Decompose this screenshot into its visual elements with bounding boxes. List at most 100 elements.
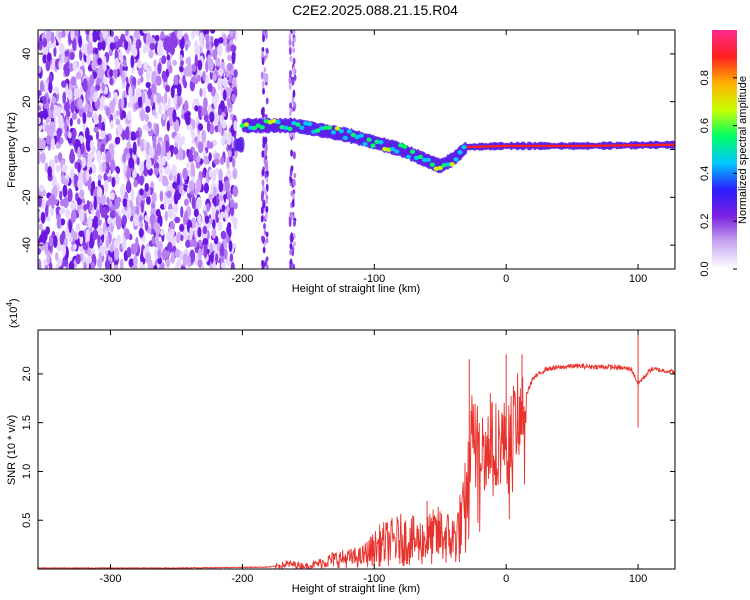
spectrogram-x-tick-label: 100 [629,273,647,285]
noise-blob [62,244,67,257]
noise-blob [292,178,296,187]
noise-blob [38,258,42,269]
noise-blob [226,42,231,53]
noise-blob [138,214,143,223]
noise-blob [208,169,213,178]
noise-blob [89,139,94,151]
noise-blob [165,140,170,153]
noise-blob [104,179,109,193]
ridge-core [338,128,344,134]
noise-blob [82,78,88,89]
noise-blob [93,114,99,125]
noise-blob [136,156,140,166]
noise-blob [154,233,159,247]
noise-blob [83,261,87,269]
noise-blob [161,248,167,261]
noise-blob [70,210,77,223]
noise-blob [194,54,198,67]
noise-blob [219,243,226,258]
noise-blob [109,210,116,219]
noise-blob [209,30,216,34]
noise-blob [210,35,214,43]
noise-blob [100,207,106,216]
ridge-core [342,135,348,141]
ridge-core [366,137,372,142]
noise-blob [289,102,292,110]
noise-blob [220,230,227,240]
noise-blob [62,184,68,198]
noise-blob [203,182,210,194]
noise-blob [166,150,172,161]
figure-title: C2E2.2025.088.21.15.R04 [292,2,458,18]
noise-blob [81,156,86,168]
spectrogram-y-axis-label: Frequency (Hz) [6,112,18,188]
noise-blob [227,222,232,231]
noise-blob [263,55,267,61]
noise-blob [218,168,223,181]
noise-blob [141,92,146,104]
noise-blob [214,152,220,160]
noise-blob [116,166,121,174]
noise-blob [293,37,297,43]
noise-blob [190,162,195,171]
noise-blob [58,208,65,215]
noise-blob [205,59,209,73]
noise-blob [231,51,236,65]
noise-blob [84,102,89,113]
noise-blob [79,234,84,245]
snr-x-tick-label: -200 [231,573,253,585]
ridge-core [382,146,388,152]
noise-blob [220,262,226,269]
noise-blob [184,210,189,223]
noise-blob [59,190,63,201]
noise-blob [290,234,294,243]
snr-y-axis-label: SNR (10 * v/v) [6,415,18,485]
ridge-core [362,141,368,147]
noise-blob [78,35,83,48]
snr-y-tick-label: 2.0 [21,366,33,381]
noise-blob [179,54,183,62]
noise-blob [197,226,202,238]
noise-blob [38,194,42,208]
noise-blob [42,54,47,64]
noise-blob [73,243,77,250]
noise-blob [106,196,110,206]
noise-blob [154,167,159,176]
noise-blob [118,50,123,61]
noise-blob [261,168,265,177]
noise-blob [262,33,265,43]
noise-blob [86,200,90,210]
ridge-core [314,128,321,133]
noise-blob [264,154,268,161]
noise-blob [145,81,151,89]
ridge-core [287,126,293,131]
noise-blob [292,30,296,35]
noise-blob [83,204,88,211]
noise-blob [218,194,224,202]
noise-blob [261,190,264,198]
noise-blob [173,119,180,133]
noise-blob [126,141,132,150]
noise-blob [292,89,296,98]
noise-blob [47,166,53,178]
noise-blob [131,47,138,57]
noise-blob [231,147,235,157]
noise-blob [174,216,181,224]
ridge-core [358,133,364,138]
noise-blob [290,149,293,157]
noise-blob [119,183,126,198]
noise-blob [265,264,269,269]
noise-blob [139,188,144,196]
ridge-core [307,121,313,127]
snr-y-tick-label: 1.0 [21,464,33,479]
noise-blob [62,91,67,104]
noise-blob [89,86,95,97]
noise-blob [70,202,76,211]
noise-blob [140,199,145,213]
noise-blob [40,211,46,224]
noise-blob [68,261,75,269]
ridge-core [453,157,459,162]
spectrogram-y-tick-label: 40 [21,48,33,60]
noise-blob [105,106,111,116]
ridge-core [330,130,337,135]
